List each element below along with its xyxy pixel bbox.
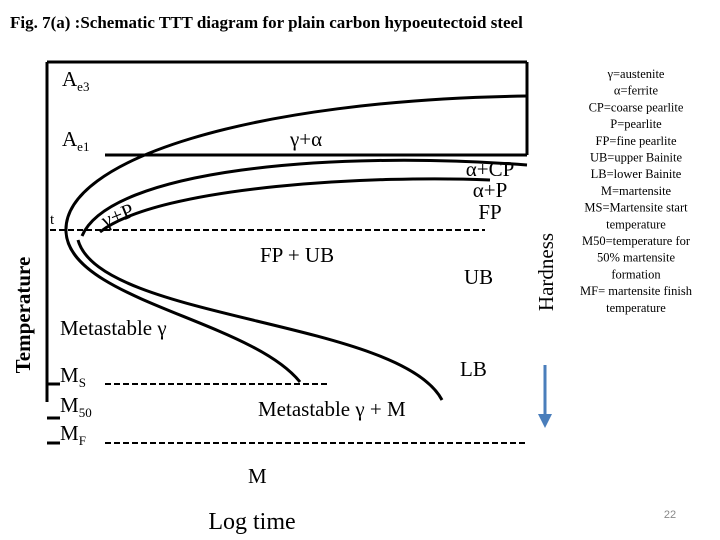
mf-sub: F [79, 433, 86, 448]
region-label: Metastable γ [60, 316, 167, 340]
legend-line: α=ferrite [614, 84, 659, 98]
legend-line: FP=fine pearlite [596, 134, 677, 148]
region-label: UB [464, 265, 493, 289]
x-axis-label: Log time [208, 509, 295, 535]
ae1-base: A [62, 127, 78, 151]
region-label: FP [478, 200, 501, 224]
dashed-lines [50, 229, 525, 444]
legend-line: LB=lower Bainite [591, 167, 682, 181]
legend-line: MS=Martensite start [584, 201, 688, 215]
hardness-label: Hardness [534, 233, 558, 311]
mf-label: MF [60, 421, 86, 448]
m50-base: M [60, 393, 79, 417]
ae3-sub: e3 [77, 79, 89, 94]
ms-base: M [60, 363, 79, 387]
ae3-label: Ae3 [62, 67, 89, 94]
m50-sub: 50 [79, 405, 92, 420]
legend: γ=austenite α=ferrite CP=coarse pearlite P=… [580, 67, 693, 315]
region-label: FP + UB [260, 243, 334, 267]
legend-line: M=martensite [601, 184, 672, 198]
ae3-base: A [62, 67, 78, 91]
legend-line: UB=upper Bainite [590, 151, 683, 165]
y-axis-label: Temperature [11, 257, 35, 374]
diagram-lines [45, 60, 529, 445]
page-number: 22 [664, 509, 676, 521]
legend-line: P=pearlite [610, 117, 662, 131]
ms-sub: S [79, 375, 86, 390]
region-label: Metastable γ + M [258, 397, 406, 421]
legend-line: temperature [606, 301, 666, 315]
legend-line: temperature [606, 217, 666, 231]
region-label: α+CP [466, 157, 515, 181]
t-label: t [50, 212, 55, 228]
ae1-label: Ae1 [62, 127, 89, 154]
legend-line: γ=austenite [606, 67, 664, 81]
ms-label: MS [60, 363, 86, 390]
hardness-arrow [538, 365, 552, 428]
legend-line: formation [611, 267, 661, 281]
legend-line: 50% martensite [597, 251, 676, 265]
legend-line: MF= martensite finish [580, 284, 693, 298]
region-label: γ+α [289, 127, 322, 151]
title: Fig. 7(a) :Schematic TTT diagram for pla… [10, 13, 523, 32]
region-label: γ+P [97, 198, 137, 233]
legend-line: CP=coarse pearlite [589, 100, 684, 114]
region-label: M [248, 464, 267, 488]
region-label: α+P [473, 178, 508, 202]
mf-base: M [60, 421, 79, 445]
legend-line: M50=temperature for [582, 234, 691, 248]
region-label: LB [460, 357, 487, 381]
ae1-sub: e1 [77, 139, 89, 154]
m50-label: M50 [60, 393, 92, 420]
